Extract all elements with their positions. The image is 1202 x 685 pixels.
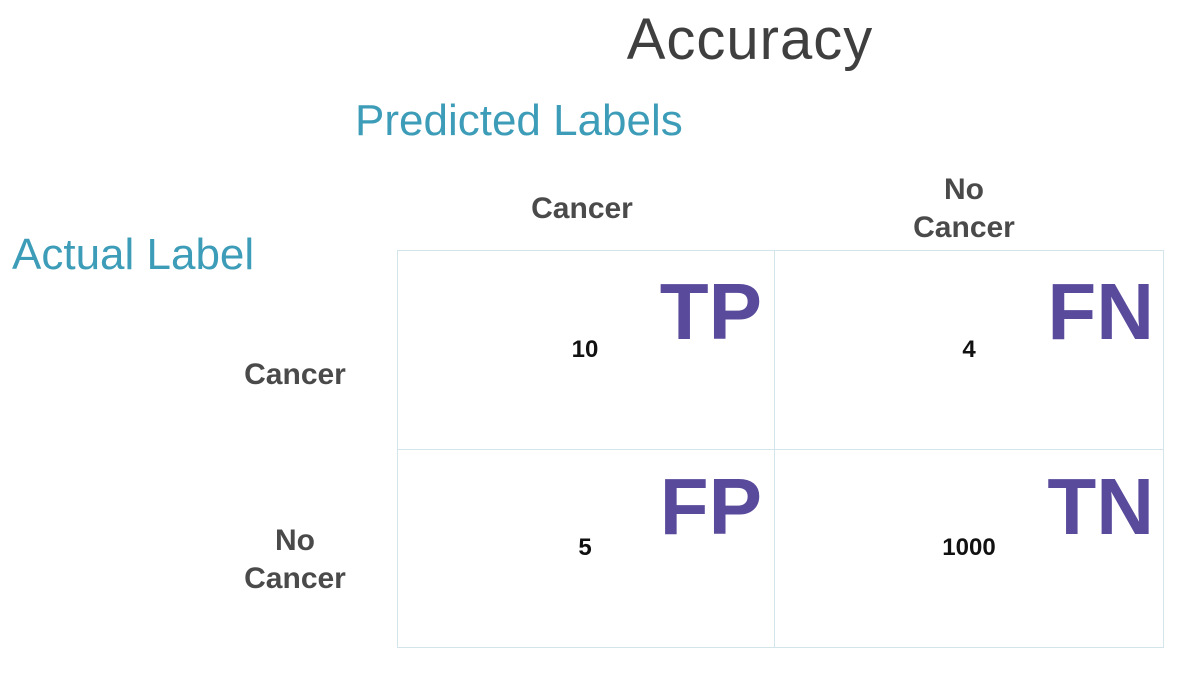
column-header-no-cancer: No Cancer — [864, 171, 1064, 247]
row-header-no-cancer: No Cancer — [195, 522, 395, 598]
column-header-no-cancer-line1: No — [944, 173, 984, 206]
cell-tp-value: 10 — [571, 336, 599, 363]
diagram-title: Accuracy — [626, 7, 874, 72]
column-header-cancer: Cancer — [482, 190, 682, 228]
cell-fn-value: 4 — [962, 336, 976, 363]
column-header-no-cancer-line2: Cancer — [913, 211, 1015, 244]
cell-fn-tag: FN — [1047, 267, 1154, 356]
row-header-no-cancer-line1: No — [275, 524, 315, 557]
cell-tn-tag: TN — [1047, 462, 1154, 551]
cell-fp-value: 5 — [578, 534, 592, 561]
actual-label-heading: Actual Label — [12, 230, 255, 279]
row-header-cancer: Cancer — [195, 356, 395, 394]
row-header-cancer-label: Cancer — [244, 358, 346, 391]
column-header-cancer-label: Cancer — [531, 192, 633, 225]
cell-tn-value: 1000 — [942, 534, 996, 561]
row-header-no-cancer-line2: Cancer — [244, 562, 346, 595]
cell-fp-tag: FP — [659, 462, 762, 551]
predicted-labels-heading: Predicted Labels — [355, 96, 683, 145]
cell-tp-tag: TP — [659, 267, 762, 356]
matrix-horizontal-divider — [397, 449, 1164, 450]
